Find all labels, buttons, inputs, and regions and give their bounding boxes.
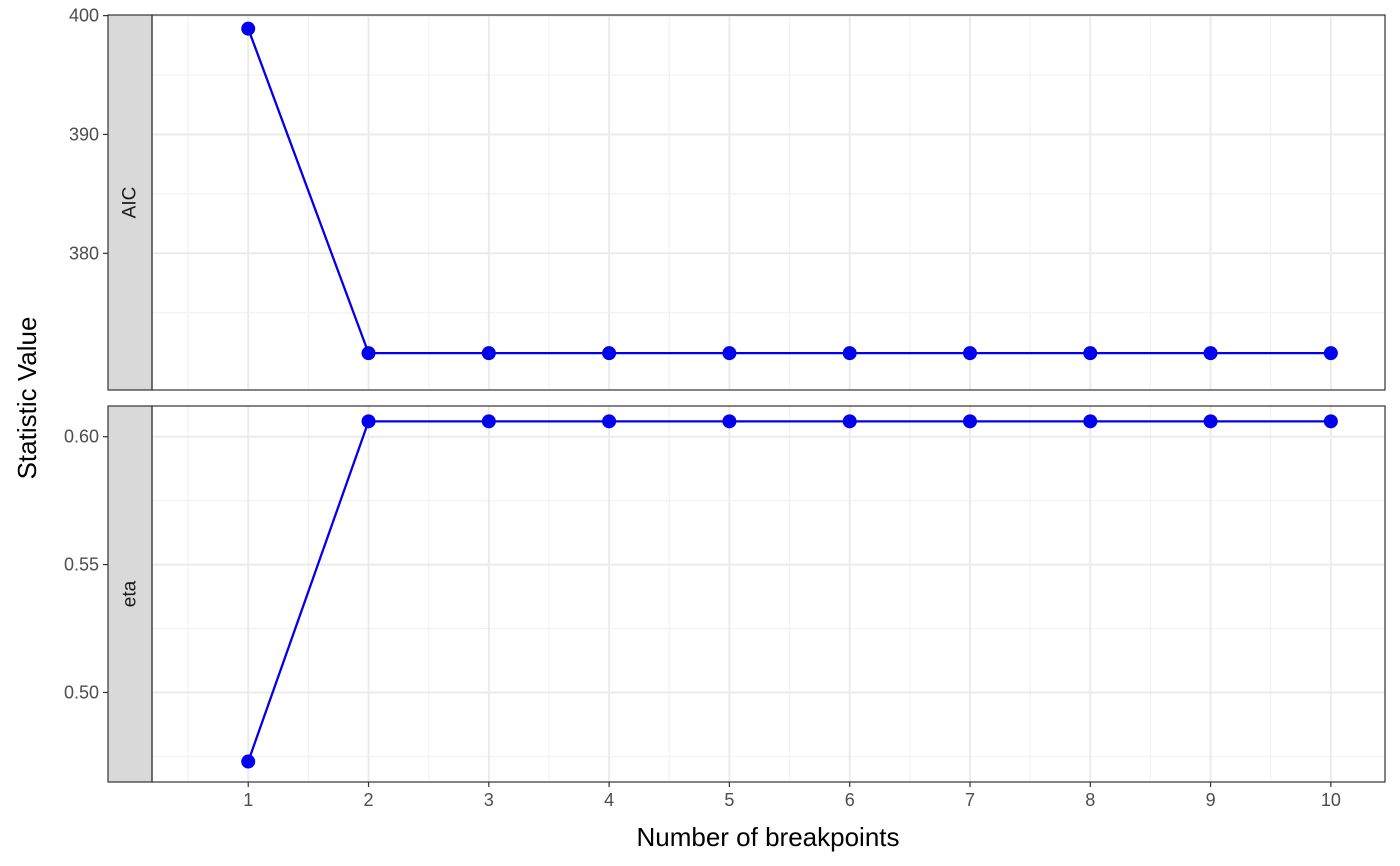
panel-background	[152, 406, 1385, 782]
data-point-AIC	[241, 21, 256, 36]
data-point-eta	[842, 414, 857, 429]
y-tick-label: 0.60	[64, 427, 99, 447]
y-tick-label: 380	[69, 243, 99, 263]
facet-strip-label: AIC	[120, 187, 141, 219]
data-point-eta	[722, 414, 737, 429]
x-axis-title: Number of breakpoints	[636, 822, 899, 852]
y-tick-label: 400	[69, 6, 99, 26]
x-tick-label: 10	[1321, 790, 1341, 810]
panels-layer: AIC 380 390 400 eta 0.50 0.55 0.60	[64, 6, 1386, 783]
series-line-AIC	[247, 28, 1331, 355]
data-point-eta	[1083, 414, 1098, 429]
y-tick-label: 0.50	[64, 682, 99, 702]
y-tick-label: 390	[69, 124, 99, 144]
data-point-eta	[481, 414, 496, 429]
data-point-AIC	[602, 346, 617, 361]
data-point-AIC	[481, 346, 496, 361]
data-point-eta	[1323, 414, 1338, 429]
panel-border	[151, 14, 1386, 391]
facet-strip	[107, 14, 153, 391]
data-point-eta	[361, 414, 376, 429]
x-axis: 1 2 3 4 5 6 7 8 9 10	[243, 782, 1341, 810]
x-tick-label: 5	[724, 790, 734, 810]
data-point-AIC	[1083, 346, 1098, 361]
series-line-eta	[247, 420, 1331, 762]
data-point-AIC	[1323, 346, 1338, 361]
facet-strip-label: eta	[120, 580, 141, 607]
x-tick-label: 1	[243, 790, 253, 810]
data-point-eta	[962, 414, 977, 429]
data-point-eta	[602, 414, 617, 429]
x-tick-label: 9	[1206, 790, 1216, 810]
y-tick-label: 0.55	[64, 555, 99, 575]
panel-AIC: AIC 380 390 400	[69, 6, 1386, 391]
data-point-eta	[1203, 414, 1218, 429]
data-point-AIC	[361, 346, 376, 361]
panel-eta: eta 0.50 0.55 0.60	[64, 405, 1386, 783]
y-axis-title: Statistic Value	[12, 317, 42, 480]
x-tick-label: 6	[845, 790, 855, 810]
x-tick-label: 2	[364, 790, 374, 810]
data-point-AIC	[1203, 346, 1218, 361]
data-point-AIC	[962, 346, 977, 361]
panel-border	[151, 405, 1386, 783]
data-point-AIC	[722, 346, 737, 361]
x-tick-label: 3	[484, 790, 494, 810]
data-point-eta	[241, 754, 256, 769]
x-tick-label: 8	[1085, 790, 1095, 810]
x-tick-label: 4	[604, 790, 614, 810]
data-point-AIC	[842, 346, 857, 361]
panel-background	[152, 15, 1385, 390]
facet-strip	[107, 405, 153, 783]
x-tick-label: 7	[965, 790, 975, 810]
